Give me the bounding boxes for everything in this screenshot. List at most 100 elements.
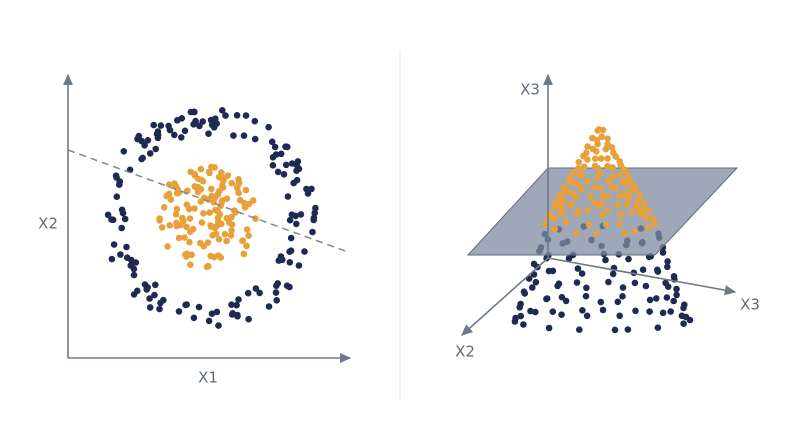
outer-point — [282, 143, 289, 150]
outer-point-3d — [576, 326, 583, 334]
outer-point — [290, 179, 298, 187]
inner-point-3d — [635, 196, 642, 204]
outer-point — [190, 121, 197, 128]
inner-point-3d — [604, 141, 611, 148]
inner-point-3d — [567, 174, 574, 182]
outer-point — [121, 215, 129, 223]
outer-point — [245, 315, 252, 323]
inner-point — [203, 263, 211, 271]
outer-point — [286, 283, 293, 291]
outer-point — [303, 185, 310, 193]
inner-point-3d — [641, 199, 648, 207]
linear-boundary — [67, 149, 349, 253]
outer-point — [240, 132, 248, 139]
outer-point-3d — [599, 306, 607, 314]
inner-point-3d — [570, 169, 577, 176]
outer-point-3d — [527, 307, 534, 315]
inner-point — [156, 217, 163, 224]
inner-point-3d — [591, 199, 598, 206]
outer-point — [293, 220, 300, 228]
inner-point-3d — [616, 220, 624, 228]
inner-point — [191, 171, 199, 178]
outer-point-3d — [602, 256, 609, 264]
outer-point — [288, 211, 296, 218]
inner-point — [219, 182, 226, 189]
outer-point-3d — [605, 278, 612, 286]
outer-point — [130, 291, 138, 298]
outer-point — [233, 112, 241, 119]
outer-point-3d — [583, 284, 590, 292]
outer-point — [310, 216, 318, 224]
outer-point-3d — [530, 260, 538, 268]
inner-point-3d — [560, 184, 568, 191]
outer-point — [286, 248, 293, 255]
outer-point-3d — [653, 295, 660, 302]
inner-point — [240, 250, 248, 258]
outer-point — [230, 132, 237, 139]
inner-point — [200, 210, 207, 217]
outer-point-3d — [667, 308, 674, 315]
inner-point — [208, 185, 215, 193]
outer-point — [271, 143, 279, 151]
outer-point-3d — [654, 324, 662, 332]
outer-point — [205, 317, 213, 325]
inner-point-3d — [592, 155, 599, 162]
inner-point-3d — [584, 206, 592, 214]
outer-point — [117, 251, 124, 258]
depth-axis — [461, 257, 549, 336]
outer-point — [293, 167, 300, 174]
inner-point-3d — [645, 207, 652, 214]
inner-point-3d — [603, 221, 610, 228]
outer-point — [277, 150, 285, 158]
inner-point-3d — [583, 177, 591, 185]
inner-point-3d — [631, 228, 638, 235]
outer-point — [235, 296, 242, 303]
horizontal-axis-label: X3 — [740, 296, 760, 314]
outer-point — [274, 280, 282, 287]
inner-point-3d — [580, 163, 588, 171]
outer-point — [265, 303, 273, 310]
outer-point-3d — [664, 258, 671, 265]
horizontal-axis — [547, 257, 737, 296]
outer-point-3d — [578, 270, 586, 277]
outer-point-3d — [682, 313, 690, 321]
inner-point-3d — [597, 184, 604, 192]
inner-point — [207, 252, 214, 260]
outer-point — [234, 311, 241, 319]
x-axis-label: X1 — [198, 369, 218, 387]
inner-point — [175, 234, 183, 242]
inner-point — [245, 232, 252, 239]
inner-point — [228, 221, 236, 228]
outer-point — [166, 126, 174, 134]
outer-point — [252, 285, 260, 292]
inner-point — [243, 226, 251, 233]
outer-point — [181, 127, 189, 135]
outer-point — [282, 161, 290, 169]
outer-point — [123, 243, 130, 251]
inner-point-3d — [626, 187, 634, 195]
inner-point-3d — [558, 190, 565, 198]
inner-point-3d — [583, 149, 590, 157]
outer-point — [208, 121, 216, 129]
outer-point — [284, 193, 292, 200]
outer-point — [228, 311, 236, 318]
outer-point-3d — [574, 265, 582, 272]
inner-point — [191, 205, 198, 212]
inner-point-3d — [550, 214, 558, 222]
inner-point — [209, 232, 216, 239]
inner-point — [228, 179, 236, 187]
inner-point — [235, 189, 242, 197]
inner-point — [215, 252, 222, 259]
inner-point-3d — [649, 215, 657, 223]
inner-point — [198, 219, 206, 226]
inner-point-3d — [597, 155, 605, 162]
inner-point-3d — [616, 158, 623, 165]
inner-point — [205, 168, 213, 176]
inner-point — [228, 227, 235, 234]
outer-point — [195, 303, 203, 311]
outer-point — [272, 151, 280, 158]
outer-point — [208, 310, 216, 318]
outer-point — [212, 115, 219, 122]
inner-point — [185, 205, 193, 213]
outer-point — [228, 301, 235, 309]
